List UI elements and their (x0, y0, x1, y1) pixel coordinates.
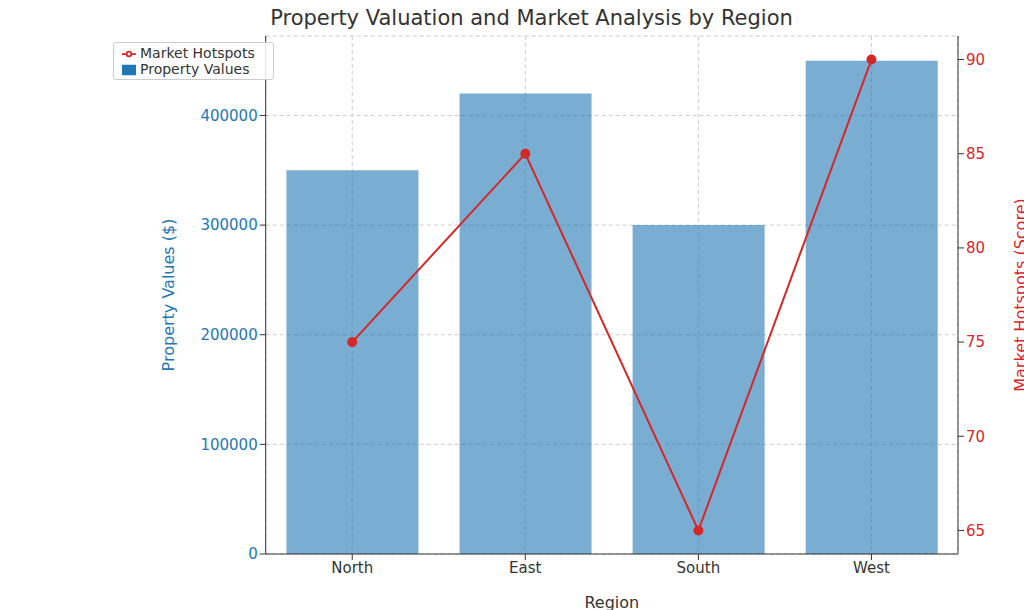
svg-text:85: 85 (966, 145, 985, 163)
svg-text:400000: 400000 (200, 107, 257, 125)
svg-text:90: 90 (966, 51, 985, 69)
svg-text:80: 80 (966, 239, 985, 257)
svg-text:75: 75 (966, 333, 985, 351)
svg-text:Region: Region (584, 593, 639, 610)
html-text:Property Values: Property Values (140, 61, 250, 77)
html-text:Market Hotspots: Market Hotspots (140, 45, 255, 61)
svg-text:0: 0 (248, 545, 258, 563)
svg-text:West: West (853, 559, 890, 577)
svg-text:Market Hotspots (Score): Market Hotspots (Score) (1011, 198, 1016, 391)
svg-text:65: 65 (966, 522, 985, 540)
svg-text:Property Values ($): Property Values ($) (159, 219, 178, 372)
html-text:Property Valuation and Market: Property Valuation and Market Analysis b… (270, 6, 793, 30)
svg-text:100000: 100000 (200, 436, 257, 454)
svg-text:300000: 300000 (200, 216, 257, 234)
svg-text:70: 70 (966, 428, 985, 446)
svg-text:200000: 200000 (200, 326, 257, 344)
svg-text:North: North (331, 559, 373, 577)
svg-text:East: East (509, 559, 541, 577)
svg-text:South: South (677, 559, 721, 577)
